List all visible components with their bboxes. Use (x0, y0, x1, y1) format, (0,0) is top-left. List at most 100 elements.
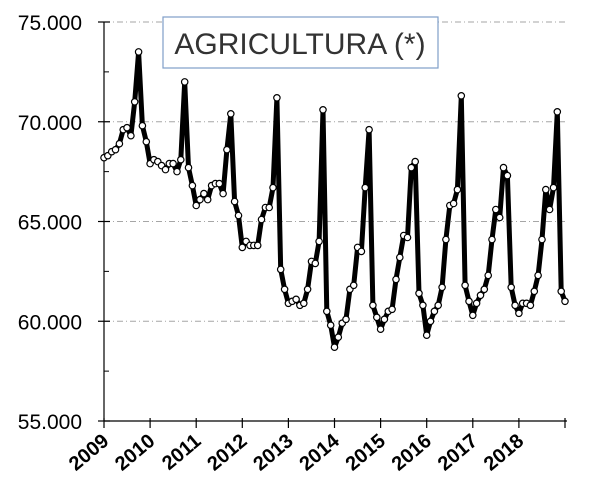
data-point (280, 285, 289, 294)
data-point (303, 285, 312, 294)
data-point (123, 123, 131, 132)
data-point (349, 281, 358, 290)
data-point (219, 189, 227, 198)
data-point (180, 78, 189, 86)
data-point (257, 215, 266, 224)
data-point (380, 315, 389, 324)
data-point (430, 307, 439, 316)
data-point (203, 195, 212, 204)
data-point (392, 275, 400, 284)
data-point (472, 299, 481, 308)
data-point (541, 185, 550, 194)
data-point (491, 205, 500, 214)
data-point (465, 297, 473, 306)
data-point (499, 163, 508, 172)
data-point (461, 281, 469, 290)
data-point (184, 163, 193, 172)
data-point (395, 253, 404, 262)
data-point (495, 213, 504, 222)
data-point (476, 291, 485, 300)
data-point (449, 199, 458, 208)
data-point (223, 145, 231, 154)
y-axis-ticks: 55.000 60.000 65.000 70.000 75.000 (18, 12, 110, 434)
data-point (127, 131, 135, 140)
data-point (196, 195, 204, 204)
data-point (138, 121, 147, 130)
data-point (130, 98, 139, 106)
chart-title-box: AGRICULTURA (*) (162, 16, 439, 69)
data-point (238, 243, 247, 252)
data-point (549, 183, 558, 192)
data-point (507, 283, 516, 292)
data-point (403, 233, 412, 242)
data-point (311, 259, 320, 268)
data-point (557, 287, 566, 296)
data-point (315, 237, 323, 246)
data-point (161, 165, 170, 174)
data-point (453, 185, 462, 194)
data-point (480, 285, 489, 294)
data-point (334, 333, 343, 342)
data-point (511, 301, 519, 310)
series-agricultura (100, 48, 569, 352)
data-point (534, 271, 542, 280)
data-point (415, 289, 423, 298)
y-tick-label: 65.000 (18, 212, 82, 235)
data-point (134, 48, 143, 56)
data-point (330, 343, 339, 352)
data-point (142, 137, 151, 146)
data-point (169, 159, 177, 168)
data-point (326, 321, 335, 330)
data-point (419, 301, 427, 310)
data-point (468, 311, 477, 320)
data-point (227, 110, 235, 118)
data-point (230, 197, 239, 206)
data-point (376, 325, 385, 334)
data-point (553, 108, 562, 116)
data-point (369, 301, 377, 310)
data-point (484, 271, 493, 280)
data-point (234, 211, 243, 220)
data-point (319, 106, 327, 114)
y-tick-label: 75.000 (18, 12, 82, 35)
data-point (457, 92, 466, 100)
data-point (426, 317, 435, 326)
data-point (526, 301, 535, 310)
data-point (407, 163, 416, 172)
data-point (299, 299, 308, 308)
data-point (111, 145, 120, 154)
y-tick-label: 70.000 (18, 112, 82, 135)
data-point (434, 301, 443, 310)
data-point (545, 205, 554, 214)
data-point (276, 265, 285, 274)
data-point (192, 201, 201, 210)
data-point (342, 315, 350, 324)
data-point (173, 167, 181, 176)
data-point (538, 235, 546, 244)
data-point (273, 94, 281, 102)
data-point (503, 171, 512, 180)
data-point (488, 235, 496, 244)
data-point (215, 179, 224, 188)
data-point (411, 157, 420, 166)
data-point (177, 155, 185, 164)
data-point (438, 283, 446, 292)
data-point (188, 181, 197, 190)
data-point (115, 139, 124, 148)
data-point (422, 331, 431, 340)
data-point (269, 183, 277, 192)
data-point (322, 307, 331, 316)
data-point (365, 125, 373, 134)
data-point (361, 183, 370, 192)
data-point (292, 295, 300, 304)
y-tick-label: 60.000 (18, 311, 82, 334)
data-point (388, 305, 396, 314)
data-point (357, 247, 366, 256)
data-point (530, 287, 539, 296)
data-point (253, 241, 262, 250)
chart-title: AGRICULTURA (*) (174, 28, 425, 61)
data-point (561, 297, 569, 306)
y-tick-label: 55.000 (18, 411, 82, 434)
